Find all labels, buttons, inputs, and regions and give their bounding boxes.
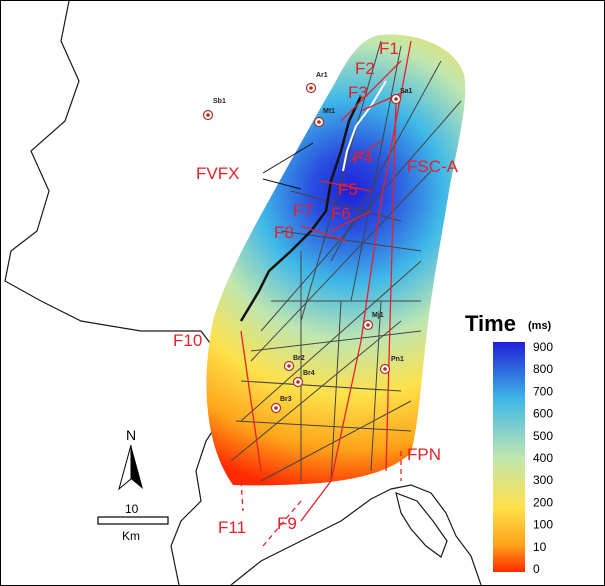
legend-tick-label: 900 [533,340,553,354]
wells [202,82,402,414]
well-circle-icon [313,116,325,128]
basin-time-surface [206,34,466,486]
fault-lines [240,40,412,522]
fault-label-fsc-a: FSC-A [407,157,459,176]
scale-unit: Km [122,529,140,543]
fault-label-f9: F9 [277,514,297,533]
coastline-estuary [230,484,482,585]
well-circle-icon [202,109,214,121]
legend-tick-label: 100 [533,518,553,532]
fault-label-f7: F7 [293,201,313,220]
legend-color-bar [493,342,525,572]
well-circle-icon [379,363,391,375]
well-label-br4: Br4 [303,370,315,377]
fault-label-f11: F11 [218,518,246,537]
fault-lines-dashed [240,451,402,547]
legend-tick-label: 700 [533,384,553,398]
well-label-ar1: Ar1 [316,72,328,79]
well-label-pn1: Pn1 [391,356,404,363]
well-label-mt1: Mt1 [323,108,335,115]
seismic-profiles [230,40,462,482]
legend-tick-label: 0 [533,562,540,576]
north-arrow-icon: N [118,427,143,491]
fault-label-f8: F8 [274,223,294,242]
coastline-west [4,1,201,332]
fault-label-f5: F5 [338,180,358,199]
well-circle-icon [270,402,282,414]
fault-label-fvfx: FVFX [196,164,239,183]
fault-label-f1: F1 [379,39,399,58]
fault-trace-white [342,80,387,172]
scale-value: 10 [125,502,139,516]
legend-tick-label: 10 [533,540,547,554]
legend-tick-label: 600 [533,407,553,421]
well-label-br2: Br2 [293,355,305,362]
scale-bar: 10 Km [97,502,169,543]
fault-label-f2: F2 [355,59,375,78]
legend-unit: (ms) [528,320,552,332]
legend-tick-label: 200 [533,495,553,509]
fault-label-f3: F3 [348,83,368,102]
well-label-sa1: Sa1 [400,88,413,95]
well-label-sb1: Sb1 [213,98,226,105]
fvfx-pointer-arrows [262,142,314,190]
north-label: N [126,427,136,443]
well-circle-icon [292,376,304,388]
fault-label-fpn: FPN [407,445,441,464]
well-label-br3: Br3 [280,396,292,403]
well-label-mj1: Mj1 [372,312,384,319]
well-circle-icon [283,360,295,372]
fault-label-f6: F6 [331,204,351,223]
legend-tick-label: 300 [533,473,553,487]
legend-tick-label: 500 [533,429,553,443]
well-circle-icon [362,319,374,331]
fvfx-coast-trace [239,95,363,322]
peninsula [395,492,448,558]
legend-tick-label: 400 [533,451,553,465]
legend-tick-label: 800 [533,362,553,376]
well-circle-icon [390,93,402,105]
fault-label-f4: F4 [353,148,373,167]
legend-title: Time [465,311,516,336]
well-circle-icon [305,82,317,94]
fault-label-f10: F10 [173,331,202,350]
